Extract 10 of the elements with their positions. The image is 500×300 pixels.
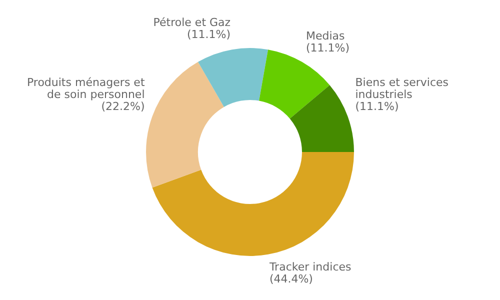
slice-label: Tracker indices xyxy=(268,260,352,274)
data-label: (22.2%) xyxy=(101,100,145,114)
data-label: (44.4%) xyxy=(269,272,313,286)
slice-label: Medias xyxy=(306,29,346,42)
slice-label: Produits ménagers et de soin personnel xyxy=(26,76,146,102)
data-label: (11.1%) xyxy=(306,41,350,54)
data-label: (11.1%) xyxy=(355,100,399,114)
data-label: (11.1%) xyxy=(187,28,231,42)
slice-label: Biens et services industriels xyxy=(355,76,449,102)
slice-label: Pétrole et Gaz xyxy=(153,16,231,30)
